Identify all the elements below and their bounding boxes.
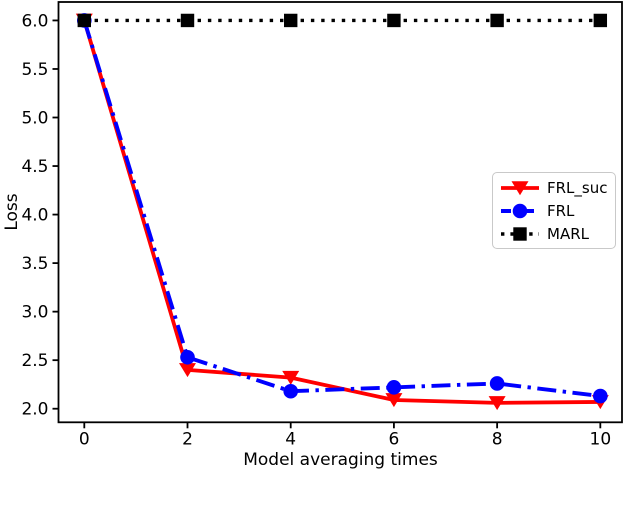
data-point-marker <box>282 370 300 385</box>
data-point-marker <box>283 383 299 399</box>
legend-label: MARL <box>547 224 589 243</box>
x-axis-label: Model averaging times <box>243 450 438 470</box>
data-point-marker <box>179 363 197 378</box>
legend-item-FRL: FRL <box>500 199 607 222</box>
legend-sample-dashdot-circle <box>501 203 539 218</box>
legend-sample-marker <box>512 203 528 218</box>
data-point-marker <box>386 380 402 395</box>
legend-sample-marker <box>513 226 527 241</box>
legend-sample-marker <box>511 180 529 195</box>
data-point-marker <box>387 13 401 28</box>
x-tick-label: 0 <box>79 429 90 449</box>
legend-item-FRL_suc: FRL_suc <box>500 176 607 199</box>
legend-sample-dotted-square <box>501 226 539 241</box>
data-point-marker <box>180 349 195 365</box>
x-tick-label: 10 <box>590 429 612 449</box>
y-tick-label: 2.5 <box>21 351 48 371</box>
series-line-FRL <box>82 19 601 399</box>
y-tick-label: 4.5 <box>21 157 48 177</box>
data-point-marker <box>385 393 403 408</box>
legend-label: FRL <box>547 201 575 220</box>
legend: FRL_suc FRL MARL <box>492 172 617 249</box>
data-point-marker <box>490 13 504 28</box>
y-axis-ticks: 2.0 2.5 3.0 3.5 4.0 4.5 5.0 5.5 6.0 <box>21 11 59 420</box>
y-tick-label: 3.0 <box>21 303 48 323</box>
y-tick-label: 5.0 <box>21 109 48 129</box>
x-tick-label: 4 <box>285 429 296 449</box>
data-point-marker <box>77 13 92 28</box>
data-point-marker <box>180 13 195 28</box>
legend-sample-solid-triangle-down <box>501 180 539 195</box>
x-tick-label: 2 <box>182 429 193 449</box>
x-axis-ticks: 0 2 4 6 8 10 <box>79 422 611 449</box>
series-MARL <box>77 13 608 28</box>
legend-label: FRL_suc <box>547 178 608 197</box>
y-tick-label: 2.0 <box>21 400 48 420</box>
data-point-marker <box>284 13 298 28</box>
legend-item-MARL: MARL <box>500 222 607 245</box>
y-tick-label: 3.5 <box>21 254 48 274</box>
y-tick-label: 5.5 <box>21 60 48 80</box>
y-axis-label: Loss <box>2 193 22 231</box>
data-point-marker <box>489 376 505 391</box>
data-point-marker <box>593 388 608 404</box>
x-tick-label: 8 <box>492 429 503 449</box>
data-point-marker <box>593 13 608 28</box>
x-tick-label: 6 <box>389 429 400 449</box>
y-tick-label: 6.0 <box>21 11 48 31</box>
data-point-marker <box>488 396 506 411</box>
y-tick-label: 4.0 <box>21 206 48 226</box>
plot-border <box>57 1 623 424</box>
